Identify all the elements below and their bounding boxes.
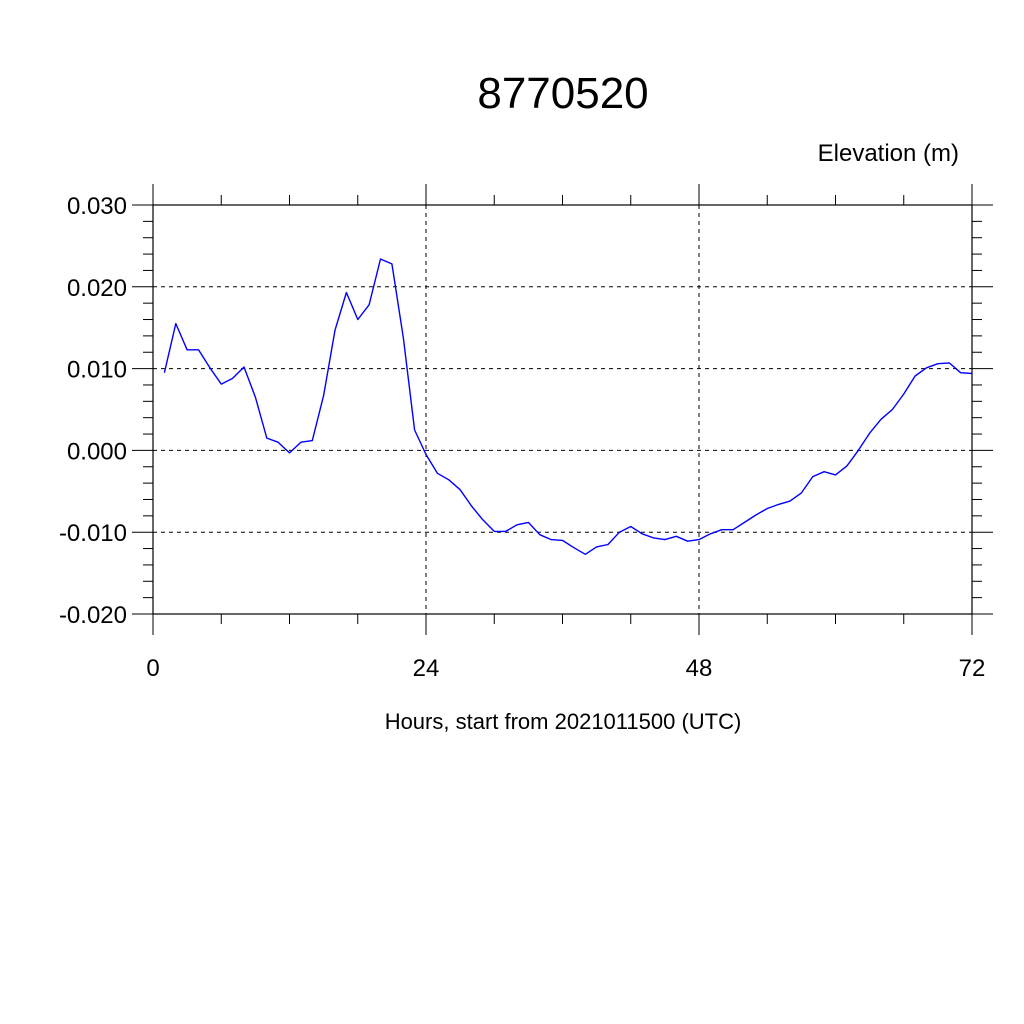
tick-labels: 0.030 0.020 0.010 0.000 -0.010 -0.020 0 24 48 72 xyxy=(59,193,985,682)
unit-label: Elevation (m) xyxy=(818,140,959,167)
y-tick-label: -0.020 xyxy=(59,602,127,629)
y-tick-label: 0.030 xyxy=(67,193,127,220)
y-tick-label: 0.020 xyxy=(67,275,127,302)
axis-ticks xyxy=(132,184,993,635)
plot-frame xyxy=(152,204,973,615)
series-layer xyxy=(163,258,973,555)
grid-lines xyxy=(153,205,972,614)
x-axis-label: Hours, start from 2021011500 (UTC) xyxy=(385,709,742,734)
x-tick-label: 48 xyxy=(686,655,713,682)
x-tick-label: 0 xyxy=(146,655,159,682)
y-tick-label: 0.000 xyxy=(67,438,127,465)
x-tick-label: 72 xyxy=(959,655,986,682)
elevation-series-line xyxy=(163,258,973,555)
y-tick-label: 0.010 xyxy=(67,357,127,384)
x-tick-label: 24 xyxy=(413,655,440,682)
chart-title: 8770520 xyxy=(477,69,648,118)
y-tick-label: -0.010 xyxy=(59,520,127,547)
